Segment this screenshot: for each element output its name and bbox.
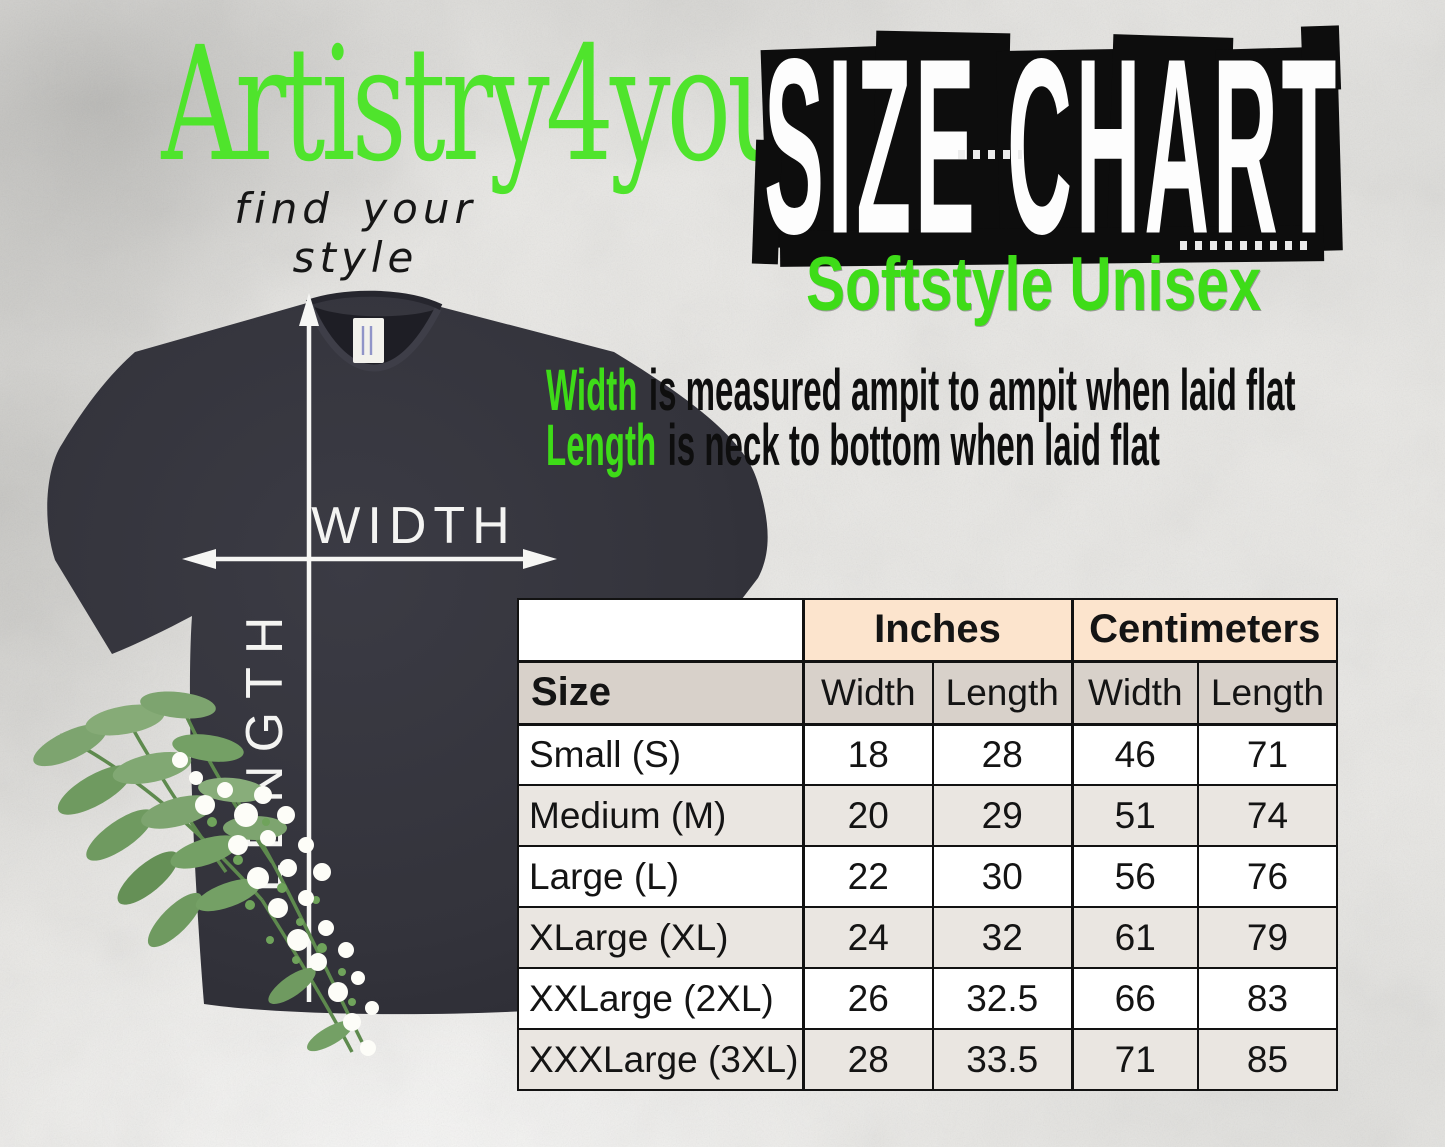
table-row-xxlarge: XXLarge (2XL) 26 32.5 66 83 <box>517 967 1339 1030</box>
banner-subtitle: Softstyle Unisex <box>806 242 1262 327</box>
table-row-small: Small (S) 18 28 46 71 <box>517 723 1339 786</box>
unit-group-inches: Inches <box>801 598 1073 663</box>
size-chart-banner: SIZE CHART <box>751 7 1343 286</box>
instruction-length-term: Length <box>546 413 657 478</box>
banner-dotted-strip <box>958 150 1022 159</box>
col-header-size: Size <box>517 660 804 726</box>
brand-tagline: find your style <box>234 184 477 282</box>
table-row-xlarge: XLarge (XL) 24 32 61 79 <box>517 906 1339 969</box>
brand-logo: Artistry4you <box>161 13 796 197</box>
instruction-width: Width is measured ampit to ampit when lai… <box>546 362 1296 420</box>
size-table: Inches Centimeters Size Width Length Wid… <box>517 598 1339 1091</box>
table-empty-cell <box>517 598 804 663</box>
col-header-cm-length: Length <box>1196 660 1339 726</box>
unit-group-centimeters: Centimeters <box>1070 598 1339 663</box>
plant-leaves <box>33 691 353 1052</box>
instruction-length: Length is neck to bottom when laid flat <box>546 417 1160 475</box>
table-header-row: Size Width Length Width Length <box>517 660 1339 726</box>
table-row-xxxlarge: XXXLarge (3XL) 28 33.5 71 85 <box>517 1028 1339 1091</box>
col-header-in-length: Length <box>932 660 1073 726</box>
instruction-length-text: is neck to bottom when laid flat <box>667 413 1160 478</box>
table-units-row: Inches Centimeters <box>517 598 1339 663</box>
col-header-cm-width: Width <box>1070 660 1199 726</box>
table-row-large: Large (L) 22 30 56 76 <box>517 845 1339 908</box>
col-header-in-width: Width <box>801 660 934 726</box>
table-row-medium: Medium (M) 20 29 51 74 <box>517 784 1339 847</box>
